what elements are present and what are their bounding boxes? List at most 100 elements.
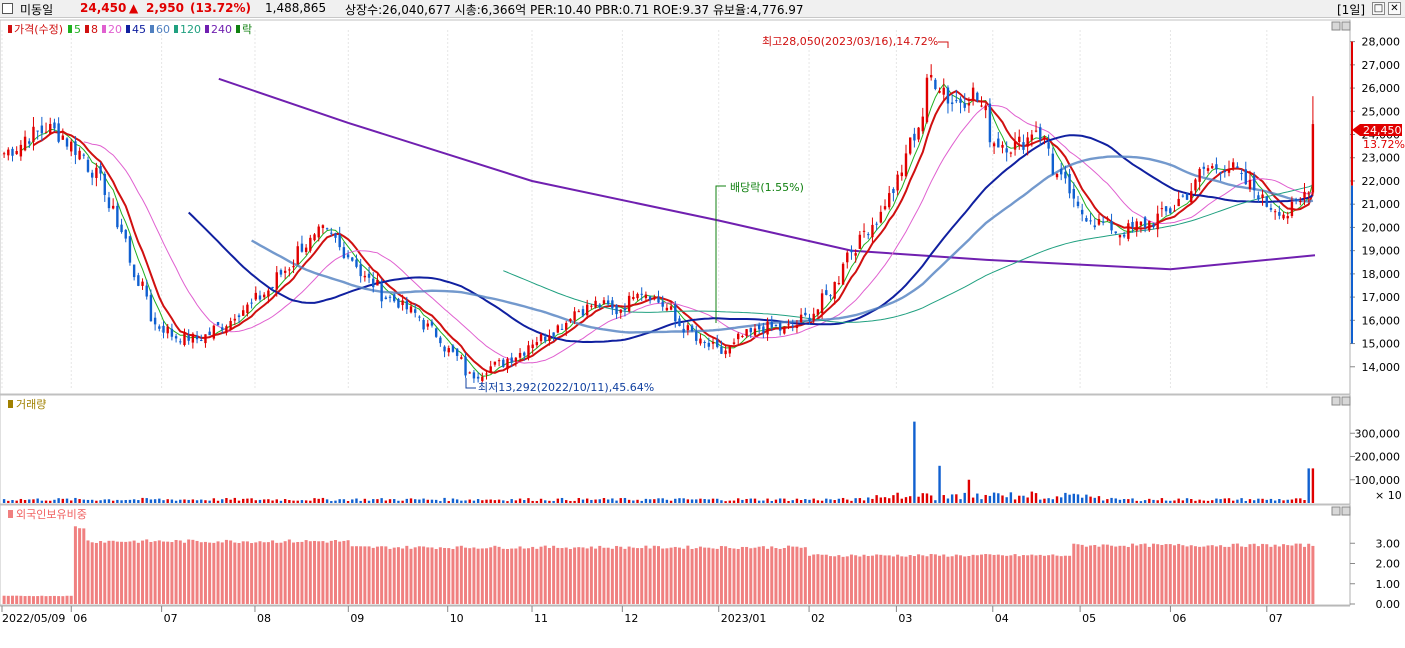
volume-bar	[1185, 498, 1189, 503]
foreign-bar	[6, 595, 10, 604]
foreign-bar	[489, 547, 493, 604]
foreign-bar	[317, 541, 321, 604]
candle-body	[971, 87, 975, 101]
foreign-bar	[619, 546, 623, 604]
volume-bar	[372, 499, 375, 503]
foreign-bar	[401, 548, 405, 604]
candle-body	[749, 327, 752, 333]
volume-bar	[745, 498, 748, 503]
candle-body	[560, 328, 564, 330]
foreign-bar	[1219, 545, 1223, 604]
candle-body	[497, 360, 501, 362]
candle-body	[535, 342, 539, 346]
candle-body	[57, 123, 60, 142]
volume-bar	[401, 500, 404, 503]
foreign-bar	[1189, 545, 1193, 604]
foreign-bar	[363, 546, 367, 604]
volume-minimize-icon[interactable]	[1331, 396, 1341, 406]
foreign-bar	[757, 546, 761, 604]
candle-body	[267, 290, 270, 297]
candle-body	[351, 257, 354, 261]
select-checkbox[interactable]	[2, 3, 13, 14]
candle-body	[778, 323, 782, 331]
volume-bar	[1030, 491, 1034, 503]
ma-240-line	[218, 77, 1316, 271]
volume-bar	[955, 494, 958, 503]
x-tick-label: 09	[350, 612, 364, 625]
volume-bar	[1055, 496, 1059, 503]
volume-bar	[728, 500, 732, 503]
candle-body	[892, 189, 895, 194]
foreign-bar	[1051, 554, 1055, 604]
volume-bar	[170, 499, 174, 503]
candle-body	[191, 333, 195, 343]
volume-bar	[1244, 500, 1247, 503]
period-label[interactable]: [1일]	[1337, 3, 1366, 17]
volume-bar	[86, 499, 90, 503]
panel-close-icon[interactable]	[1341, 21, 1351, 31]
foreign-bar	[770, 546, 774, 604]
volume-bar	[216, 500, 220, 503]
foreign-bar	[552, 545, 556, 604]
foreign-bar	[459, 545, 463, 604]
close-icon[interactable]: ✕	[1388, 2, 1401, 15]
volume-bar	[99, 500, 102, 503]
volume-bar	[367, 500, 371, 503]
volume-bar	[997, 493, 1000, 503]
foreign-bar	[711, 548, 715, 604]
candle-body	[40, 125, 44, 134]
panel-minimize-icon[interactable]	[1331, 21, 1341, 31]
price-pointer-icon	[1352, 124, 1360, 136]
foreign-close-icon[interactable]	[1341, 506, 1351, 516]
candle-body	[783, 326, 786, 334]
candle-body	[544, 336, 547, 341]
volume-bar	[1299, 498, 1302, 503]
volume-bar	[250, 498, 253, 503]
volume-bar	[1101, 500, 1105, 503]
volume-bar	[825, 498, 828, 503]
volume-bar	[258, 499, 262, 503]
candle-body	[141, 281, 144, 286]
foreign-bar	[573, 547, 577, 604]
volume-bar	[2, 499, 6, 503]
volume-bar	[464, 500, 467, 503]
foreign-bar	[669, 547, 673, 604]
foreign-bar	[1214, 546, 1218, 604]
volume-close-icon[interactable]	[1341, 396, 1351, 406]
foreign-bar	[543, 545, 547, 604]
volume-bar	[397, 500, 400, 503]
candle-body	[707, 342, 711, 347]
foreign-bar	[837, 555, 841, 604]
candle-body	[518, 352, 522, 358]
volume-bar	[267, 499, 270, 503]
volume-bar	[309, 500, 312, 503]
volume-bar	[141, 497, 144, 503]
maximize-icon[interactable]: □	[1372, 2, 1385, 15]
foreign-bar	[787, 545, 791, 604]
x-tick-label: 02	[811, 612, 825, 625]
foreign-bar	[1122, 545, 1126, 604]
foreign-bar	[917, 554, 921, 604]
candle-body	[1122, 234, 1126, 237]
volume-bar	[867, 497, 870, 503]
foreign-bar	[791, 546, 795, 604]
volume-bar	[195, 500, 199, 503]
candle-body	[1076, 201, 1080, 207]
volume-bar	[451, 498, 455, 503]
foreign-bar	[413, 547, 417, 604]
foreign-bar	[262, 542, 266, 604]
foreign-minimize-icon[interactable]	[1331, 506, 1341, 516]
candle-body	[976, 92, 979, 101]
candle-body	[753, 328, 757, 336]
foreign-bar	[1080, 544, 1084, 604]
foreign-bar	[1059, 556, 1063, 604]
foreign-bar	[1290, 545, 1294, 604]
volume-bar	[795, 498, 799, 503]
foreign-bar	[1030, 554, 1034, 604]
candle-body	[812, 313, 815, 321]
candle-body	[1135, 221, 1138, 231]
candle-body	[212, 325, 216, 339]
candle-body	[875, 223, 878, 225]
price-y-axis: 14,000 15,000 16,000 17,000 18,000 19,000 20,0…	[1350, 36, 1400, 374]
volume-bar	[44, 500, 48, 503]
